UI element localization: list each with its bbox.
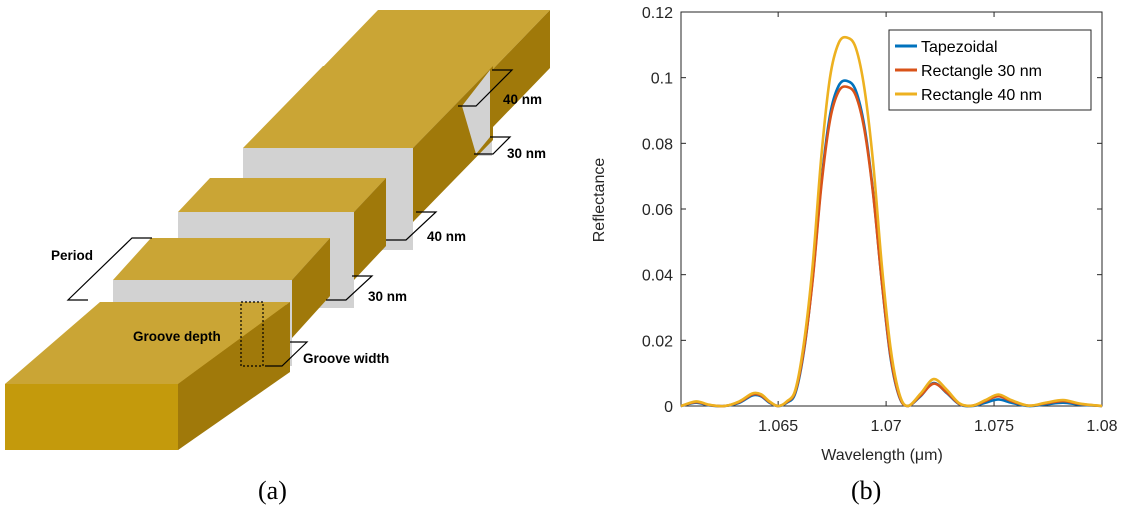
legend-box [888, 29, 1092, 111]
bracket-width-top [474, 136, 512, 155]
gold-ridges [5, 10, 550, 450]
caption-a: (a) [258, 476, 287, 505]
bracket-depth-mid [386, 211, 438, 241]
front-slab-side [178, 302, 290, 450]
label-groove-width: Groove width [303, 351, 389, 366]
caption-b: (b) [851, 476, 882, 505]
groove-depth-box [240, 301, 264, 367]
x-tick-label: 1.08 [1086, 418, 1117, 435]
y-tick-label: 0.12 [642, 5, 673, 22]
y-tick-label: 0.02 [642, 333, 673, 350]
y-tick-label: 0.08 [642, 136, 673, 153]
legend-entry: Rectangle 40 nm [921, 87, 1042, 104]
y-tick-label: 0.1 [651, 71, 673, 88]
bracket-period [66, 237, 152, 301]
label-30nm-mid: 30 nm [368, 289, 407, 304]
y-axis-label: Reflectance [591, 158, 608, 243]
front-slab-top [5, 302, 290, 384]
bracket-width-mid [326, 275, 374, 301]
dimension-annotations [66, 69, 514, 367]
gold-ridge-1-side [492, 10, 550, 128]
y-tick-label: 0.04 [642, 268, 673, 285]
reflectance-chart: 0 0.02 0.04 0.06 0.08 0.1 0.12 1.065 1.07 1.075 1.… [591, 5, 1118, 464]
x-axis-label: Wavelength (μm) [821, 447, 943, 464]
label-groove-depth: Groove depth [133, 329, 221, 344]
chart-legend: Tapezoidal Rectangle 30 nm Rectangle 40 nm [888, 29, 1092, 111]
label-40nm-mid: 40 nm [427, 229, 466, 244]
gold-ridge-1-top [320, 10, 550, 70]
gold-ridge-4-side [292, 238, 330, 338]
x-tick-label: 1.07 [871, 418, 902, 435]
gold-ridge-4-top [113, 238, 330, 280]
label-30nm-top: 30 nm [507, 146, 546, 161]
x-tick-label: 1.075 [974, 418, 1014, 435]
y-tick-label: 0 [664, 399, 673, 416]
trapezoid-groove [462, 70, 490, 154]
legend-entry: Tapezoidal [921, 39, 998, 56]
legend-entry: Rectangle 30 nm [921, 63, 1042, 80]
gold-ridge-3-top [178, 178, 386, 212]
label-40nm-top: 40 nm [503, 92, 542, 107]
series-line-3 [680, 35, 1103, 408]
gold-ridge-3-side [354, 178, 386, 280]
gold-ridge-2-top [243, 66, 493, 148]
x-tick-label: 1.065 [758, 418, 798, 435]
chart-series [680, 35, 1103, 408]
y-tick-label: 0.06 [642, 202, 673, 219]
bracket-groove-width [265, 341, 309, 367]
bracket-depth-top [458, 69, 514, 107]
grating-schematic: 40 nm 30 nm 40 nm 30 nm Period Groove de… [5, 10, 550, 450]
front-slab-front [5, 384, 178, 450]
label-period: Period [51, 248, 93, 263]
